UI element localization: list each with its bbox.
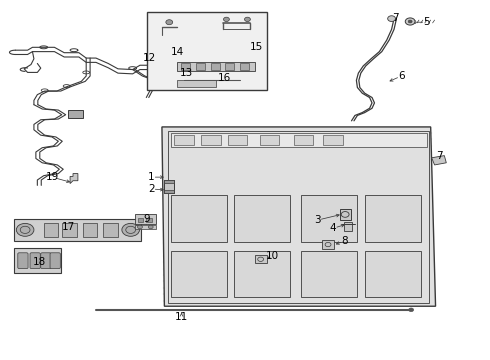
Text: 9: 9 [143, 215, 149, 224]
Bar [164, 180, 174, 183]
Bar [201, 135, 220, 145]
Circle shape [138, 225, 143, 229]
Bar [44, 223, 58, 237]
Bar [146, 218, 152, 222]
Bar [147, 12, 267, 90]
Bar [365, 195, 421, 242]
Text: 4: 4 [330, 224, 336, 233]
Text: 14: 14 [171, 46, 184, 57]
Text: 19: 19 [46, 172, 59, 182]
Bar [196, 63, 205, 69]
Bar [181, 63, 190, 69]
Bar [365, 251, 421, 297]
FancyBboxPatch shape [18, 253, 28, 269]
Text: 6: 6 [398, 71, 405, 81]
Bar [322, 240, 334, 249]
Polygon shape [340, 209, 350, 220]
FancyBboxPatch shape [30, 253, 40, 269]
Bar [164, 190, 174, 193]
Text: 11: 11 [175, 312, 188, 322]
Circle shape [148, 225, 153, 229]
Bar [135, 214, 156, 224]
Bar [14, 219, 142, 241]
Text: 1: 1 [148, 172, 154, 182]
Bar [83, 223, 98, 237]
Bar [228, 135, 247, 145]
Polygon shape [70, 174, 78, 184]
Bar [164, 180, 174, 193]
Bar [103, 223, 118, 237]
Bar [171, 251, 227, 297]
Bar [323, 135, 343, 145]
Text: 15: 15 [250, 42, 263, 51]
Polygon shape [176, 62, 255, 71]
Text: 3: 3 [314, 215, 320, 225]
Text: 7: 7 [392, 13, 399, 23]
Bar [135, 225, 156, 229]
Bar [255, 255, 267, 263]
Circle shape [408, 20, 412, 23]
Bar [234, 251, 291, 297]
Text: 5: 5 [423, 17, 430, 27]
Bar [171, 195, 227, 242]
Text: 7: 7 [436, 150, 443, 161]
Bar [260, 135, 279, 145]
Bar [174, 135, 194, 145]
Bar [211, 63, 220, 69]
Text: 18: 18 [33, 257, 47, 267]
Bar [301, 195, 357, 242]
Text: 10: 10 [266, 251, 279, 261]
Bar [301, 251, 357, 297]
Circle shape [245, 17, 250, 22]
Bar [62, 223, 77, 237]
Polygon shape [432, 156, 446, 165]
Polygon shape [162, 127, 436, 306]
Circle shape [223, 17, 229, 22]
Bar [171, 133, 427, 147]
FancyBboxPatch shape [50, 253, 60, 269]
Bar [168, 131, 429, 303]
Circle shape [16, 224, 34, 236]
FancyBboxPatch shape [41, 253, 51, 269]
Bar [294, 135, 314, 145]
Text: 2: 2 [148, 184, 154, 194]
Text: 17: 17 [62, 222, 75, 231]
Bar [343, 222, 352, 231]
Circle shape [122, 224, 140, 236]
Bar [138, 218, 144, 222]
Bar [176, 80, 216, 87]
Text: 13: 13 [180, 68, 193, 78]
Circle shape [409, 308, 414, 312]
Bar [68, 111, 83, 118]
Bar [234, 195, 291, 242]
Text: 16: 16 [218, 73, 231, 83]
Bar [14, 248, 61, 273]
Bar [225, 63, 234, 69]
Bar [240, 63, 249, 69]
Text: 8: 8 [342, 236, 348, 246]
Circle shape [405, 18, 415, 25]
Text: 12: 12 [143, 53, 156, 63]
Circle shape [166, 20, 172, 25]
Circle shape [388, 16, 395, 22]
